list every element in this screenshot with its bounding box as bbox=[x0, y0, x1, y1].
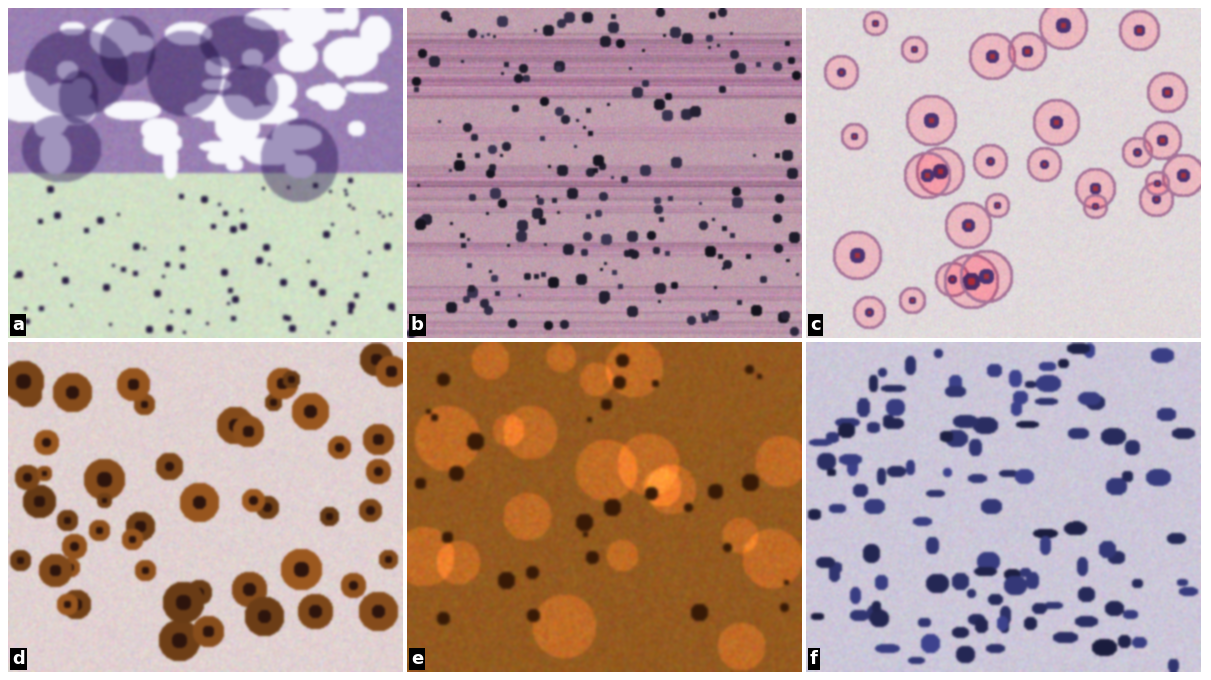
Text: e: e bbox=[411, 650, 424, 668]
Text: d: d bbox=[12, 650, 24, 668]
Text: c: c bbox=[810, 316, 821, 334]
Text: f: f bbox=[810, 650, 817, 668]
Text: b: b bbox=[411, 316, 424, 334]
Text: a: a bbox=[12, 316, 24, 334]
